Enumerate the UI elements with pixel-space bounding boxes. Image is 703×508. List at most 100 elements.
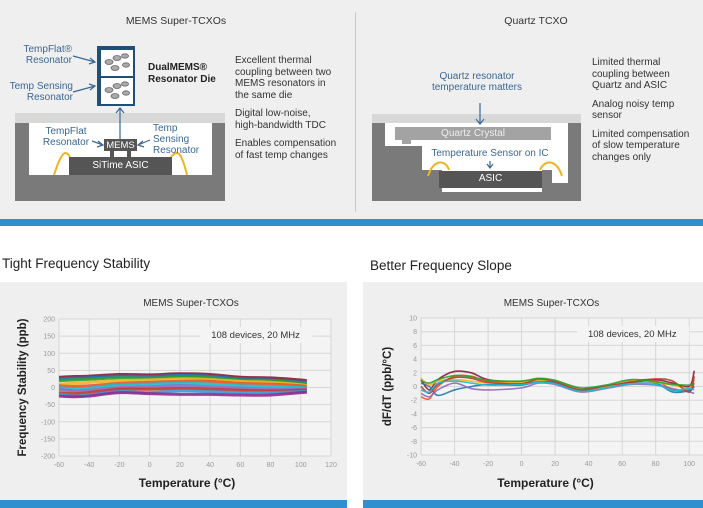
y-tick-label: 8 <box>413 329 417 336</box>
series-line-5 <box>58 381 308 391</box>
temp-sensor-label: Temperature Sensor on IC <box>431 148 549 159</box>
x-tick-label: 0 <box>520 461 524 468</box>
package-lid <box>372 114 581 123</box>
label-line: Temp Sensing <box>9 81 73 92</box>
y-tick-label: 0 <box>51 385 55 392</box>
note-line: Analog noisy temp <box>592 98 675 110</box>
y-tick-label: 100 <box>43 351 55 358</box>
x-axis-label: Temperature (°C) <box>139 476 236 490</box>
arrow-icon <box>475 103 485 125</box>
label-line: Resonator <box>25 55 72 66</box>
resonator-cell-bottom <box>100 77 134 105</box>
chart-annotation: 108 devices, 20 MHz <box>588 329 677 340</box>
bond-wire <box>427 161 450 177</box>
note-line: sensor <box>592 110 623 121</box>
x-tick-label: 80 <box>652 461 660 468</box>
series-line-6 <box>420 380 695 394</box>
bond-wire <box>539 161 563 177</box>
tempflat-label: TempFlat® Resonator <box>0 44 73 66</box>
bond-wire <box>53 152 71 176</box>
y-tick-label: -8 <box>411 439 417 446</box>
x-tick-label: 40 <box>585 461 593 468</box>
note-line: high-bandwidth TDC <box>235 119 326 131</box>
quartz-package-diagram <box>372 103 581 201</box>
label-line: TempFlat <box>45 126 87 137</box>
label-line: DualMEMS® <box>148 62 208 73</box>
y-tick-label: 200 <box>43 317 55 324</box>
mems-package-diagram <box>15 55 225 201</box>
note: Digital low-noise, high-bandwidth TDC <box>235 108 336 131</box>
mems-title: MEMS Super-TCXOs <box>125 15 227 27</box>
x-tick-label: 100 <box>683 461 695 468</box>
note: Limited thermal coupling between Quartz an… <box>592 57 689 92</box>
label-line: Temp <box>153 123 178 134</box>
y-tick-label: 6 <box>413 343 417 350</box>
y-tick-label: -150 <box>41 436 55 443</box>
y-tick-label: -200 <box>41 454 55 461</box>
note-line: Excellent thermal <box>235 55 312 66</box>
note-line: coupling between <box>592 68 670 80</box>
x-axis-label: Temperature (°C) <box>497 476 594 490</box>
asic-chip <box>439 171 542 188</box>
note-line: changes only <box>592 151 651 163</box>
y-tick-label: -100 <box>41 419 55 426</box>
label-line: Resonator <box>153 145 200 156</box>
note-line: Limited compensation <box>592 128 690 140</box>
inner-tempsense-label: Temp Sensing Resonator <box>153 123 199 156</box>
x-tick-label: 20 <box>551 461 559 468</box>
accent-bar-left <box>0 500 347 508</box>
asic-chip <box>69 157 172 175</box>
note-line: Enables compensation <box>235 138 337 149</box>
y-tick-label: 2 <box>413 370 417 377</box>
annotation-bg <box>200 327 313 343</box>
note: Enables compensation of fast temp changes <box>235 138 336 161</box>
quartz-asic-label: ASIC <box>478 173 503 184</box>
x-tick-label: -60 <box>54 462 64 469</box>
note-line: Limited thermal <box>592 57 661 68</box>
accent-bar-top <box>0 219 703 226</box>
note: Excellent thermal coupling between two MEM… <box>235 55 336 101</box>
accent-bar-right <box>363 500 703 508</box>
note-line: the same die <box>235 89 293 101</box>
annotation-bg <box>577 326 690 342</box>
x-tick-label: 60 <box>618 461 626 468</box>
x-tick-label: 80 <box>267 462 275 469</box>
mems-notes: Excellent thermal coupling between two MEM… <box>235 55 336 161</box>
x-tick-label: 0 <box>148 462 152 469</box>
arrow-icon <box>136 139 151 148</box>
x-tick-label: 60 <box>236 462 244 469</box>
series-line-7 <box>58 387 307 396</box>
panel-divider <box>355 12 356 212</box>
quartz-crystal <box>395 127 551 140</box>
y-tick-label: -10 <box>407 453 417 460</box>
section-title-stability: Tight Frequency Stability <box>2 256 151 271</box>
note: Analog noisy temp sensor <box>592 99 689 122</box>
series-line-9 <box>58 390 307 399</box>
y-tick-label: -50 <box>45 402 55 409</box>
arrow-icon <box>72 55 97 65</box>
label-line: TempFlat® <box>23 44 73 55</box>
arrow-icon <box>91 140 105 148</box>
mems-chip-label: MEMS <box>106 140 135 151</box>
note-line: coupling between two <box>235 66 332 78</box>
series-line-2 <box>58 375 308 386</box>
arrow-icon <box>115 107 125 139</box>
resonator-cell-top <box>100 49 134 77</box>
y-tick-label: 10 <box>409 316 417 323</box>
chart-title: MEMS Super-TCXOs <box>504 298 600 309</box>
resonator-icon <box>104 81 130 99</box>
label-line: Resonator Die <box>148 74 216 85</box>
note-line: Digital low-noise, <box>235 108 311 119</box>
label-line: temperature matters <box>431 82 523 93</box>
series-line-0 <box>58 372 308 383</box>
x-tick-label: 20 <box>176 462 184 469</box>
y-axis-label: dF/dT (ppb/°C) <box>382 347 394 426</box>
x-tick-label: -20 <box>114 462 124 469</box>
dualmems-label: DualMEMS® Resonator Die <box>148 62 216 86</box>
quartz-callout: Quartz resonator temperature matters <box>407 71 547 93</box>
bond-wire <box>170 152 188 176</box>
y-tick-label: 0 <box>413 384 417 391</box>
quartz-notes: Limited thermal coupling between Quartz an… <box>592 57 689 163</box>
